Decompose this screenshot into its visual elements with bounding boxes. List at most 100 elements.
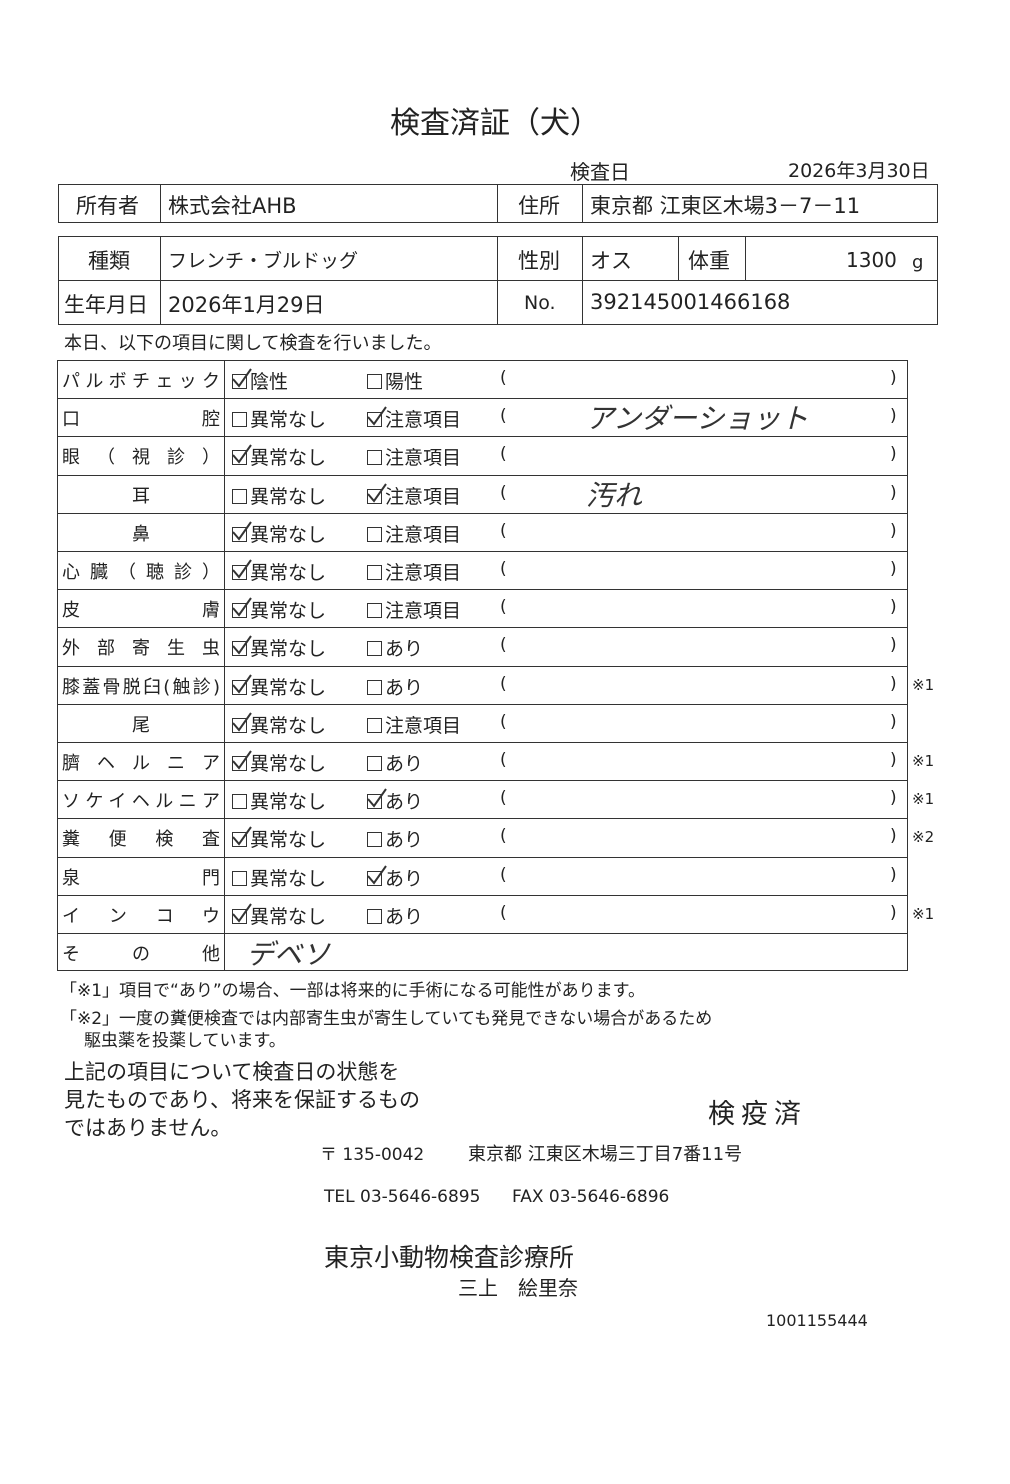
- handwritten-note: 汚れ: [586, 478, 643, 512]
- paren-close: ): [890, 673, 897, 694]
- paren-close: ): [890, 368, 897, 388]
- owner: 株式会社AHB: [168, 194, 297, 218]
- option-text: 異常なし: [250, 867, 327, 890]
- row-line: [57, 398, 908, 400]
- check-mark: [232, 444, 252, 465]
- option: 注意項目: [367, 443, 461, 470]
- paren-close: ): [890, 902, 897, 923]
- item-label: パルボチェック: [62, 371, 220, 392]
- option-text: 注意項目: [385, 714, 462, 737]
- option-text: 異常なし: [250, 638, 327, 661]
- checkbox: [367, 565, 382, 580]
- option-text: 異常なし: [250, 447, 327, 470]
- item-label: ソケイヘルニア: [62, 791, 220, 813]
- checkbox: [367, 374, 382, 389]
- option: 異常なし: [232, 864, 326, 891]
- row-line: [57, 551, 908, 552]
- option: 異常なし: [232, 749, 326, 776]
- option: 注意項目: [367, 482, 461, 509]
- option-text: あり: [385, 829, 424, 852]
- clinic-name: 東京小動物検査診療所: [324, 1243, 575, 1272]
- paren-close: ): [890, 559, 897, 579]
- option-text: あり: [385, 753, 424, 775]
- check-mark: [232, 368, 252, 388]
- option-text: 陰性: [250, 371, 289, 393]
- paren-open: (: [500, 902, 507, 923]
- item-label: インコウ: [62, 905, 220, 927]
- sex: オス: [590, 249, 632, 273]
- item-label: 外部寄生虫: [62, 638, 220, 660]
- option: あり: [367, 902, 423, 929]
- stamp: 検疫済: [708, 1099, 807, 1130]
- checkbox: [232, 870, 247, 886]
- option: 陽性: [367, 367, 423, 394]
- paren-open: (: [500, 750, 507, 770]
- option-text: 異常なし: [250, 485, 327, 508]
- intro: 本日、以下の項目に関して検査を行いました。: [64, 333, 442, 354]
- fax: FAX 03-5646-6896: [512, 1187, 670, 1207]
- check-mark: [232, 750, 252, 770]
- paren-close: ): [890, 711, 897, 732]
- option: 注意項目: [367, 711, 461, 738]
- option-text: あり: [385, 867, 424, 890]
- option-text: 注意項目: [385, 523, 462, 546]
- checkbox: [367, 832, 382, 848]
- option: あり: [367, 749, 423, 776]
- option: 異常なし: [232, 902, 326, 929]
- check-mark: [232, 674, 252, 694]
- option-text: 注意項目: [385, 409, 462, 432]
- paren-open: (: [500, 482, 507, 503]
- checkbox: [367, 641, 382, 657]
- item-label: 尾: [132, 714, 150, 736]
- option-text: 注意項目: [385, 600, 462, 623]
- no-label: No.: [524, 292, 556, 314]
- item-label: 泉門: [62, 867, 220, 889]
- item-label: 臍ヘルニア: [62, 753, 220, 774]
- option: 異常なし: [232, 596, 326, 623]
- paren-open: (: [500, 559, 507, 579]
- option: 注意項目: [367, 405, 461, 432]
- option-text: 異常なし: [250, 600, 327, 623]
- item-label: 皮膚: [62, 600, 220, 622]
- option: 異常なし: [232, 711, 326, 738]
- check-mark: [367, 865, 387, 885]
- option: 陰性: [232, 367, 288, 394]
- item-label: 心臓（聴診）: [62, 562, 220, 583]
- row-line: [57, 818, 908, 820]
- check-mark: [232, 521, 252, 541]
- paren-close: ): [890, 520, 897, 541]
- footnote-mark: ※2: [912, 828, 935, 847]
- code: 1001155444: [766, 1311, 868, 1330]
- option: あり: [367, 825, 423, 852]
- checkbox-checked: [367, 865, 387, 886]
- item-label: 耳: [132, 485, 150, 507]
- option-text: 異常なし: [250, 409, 327, 432]
- weight-label: 体重: [688, 249, 730, 273]
- paren-open: (: [500, 520, 507, 541]
- footnote: 「※2」一度の糞便検査では内部寄生虫が寄生していても発見できない場合があるため: [60, 1009, 713, 1029]
- option: 異常なし: [232, 634, 326, 661]
- option-text: あり: [385, 638, 424, 661]
- option-text: 異常なし: [250, 562, 327, 584]
- option-text: 異常なし: [250, 676, 327, 699]
- item-label: 眼（視診）: [62, 447, 220, 469]
- checkbox-checked: [367, 483, 387, 504]
- handwritten-note: デベソ: [246, 938, 331, 971]
- option-text: 陽性: [385, 371, 424, 393]
- check-mark: [232, 635, 252, 656]
- date: 2026年3月30日: [788, 160, 930, 182]
- option: 異常なし: [232, 825, 326, 852]
- row-line: [57, 780, 908, 782]
- checkbox-checked: [232, 368, 252, 389]
- owner-table: [58, 184, 938, 223]
- check-mark: [367, 788, 387, 808]
- checkbox: [367, 526, 382, 542]
- checkbox: [367, 679, 382, 695]
- paren-open: (: [500, 673, 507, 694]
- paren-open: (: [500, 368, 507, 388]
- statement: 上記の項目について検査日の状態を: [64, 1060, 400, 1084]
- check-mark: [367, 483, 387, 503]
- check-mark: [232, 826, 252, 847]
- paren-close: ): [890, 826, 897, 847]
